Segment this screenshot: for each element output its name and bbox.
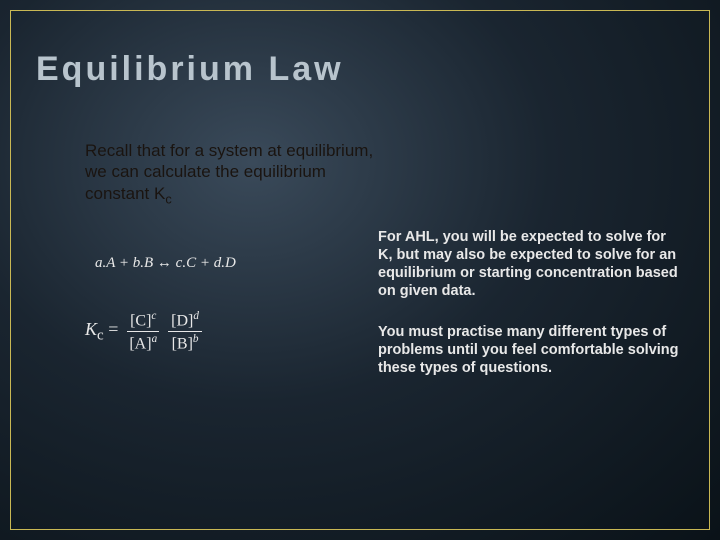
recall-line2: we can calculate the equilibrium bbox=[85, 162, 326, 181]
frac2-num: [D] bbox=[171, 312, 193, 329]
frac2-den-sup: b bbox=[193, 333, 199, 345]
kc-sub: c bbox=[97, 328, 104, 344]
kc-K: K bbox=[85, 319, 97, 339]
ahl-paragraph-1: For AHL, you will be expected to solve f… bbox=[378, 228, 683, 301]
frac2-den: [B] bbox=[172, 336, 193, 353]
kc-frac2: [D]d [B]b bbox=[168, 310, 202, 354]
kc-equation: Kc = [C]c [A]a [D]d [B]b bbox=[85, 310, 202, 354]
recall-line3-prefix: constant K bbox=[85, 184, 165, 203]
recall-paragraph: Recall that for a system at equilibrium,… bbox=[85, 140, 405, 207]
kc-eq: = bbox=[104, 319, 119, 339]
frac1-num-sup: c bbox=[151, 310, 156, 322]
ahl-paragraph-2: You must practise many different types o… bbox=[378, 323, 683, 377]
frac1-num: [C] bbox=[130, 312, 151, 329]
frac2-num-sup: d bbox=[193, 310, 199, 322]
recall-line3-sub: c bbox=[165, 191, 171, 206]
kc-lhs: Kc = bbox=[85, 319, 118, 345]
kc-frac1: [C]c [A]a bbox=[126, 310, 160, 354]
slide-title: Equilibrium Law bbox=[36, 50, 344, 89]
ahl-text-block: For AHL, you will be expected to solve f… bbox=[378, 228, 683, 399]
recall-line1: Recall that for a system at equilibrium, bbox=[85, 141, 373, 160]
frac1-den: [A] bbox=[129, 336, 151, 353]
frac1-den-sup: a bbox=[152, 333, 158, 345]
reaction-equation: a.A + b.B ↔ c.C + d.D bbox=[95, 255, 236, 272]
